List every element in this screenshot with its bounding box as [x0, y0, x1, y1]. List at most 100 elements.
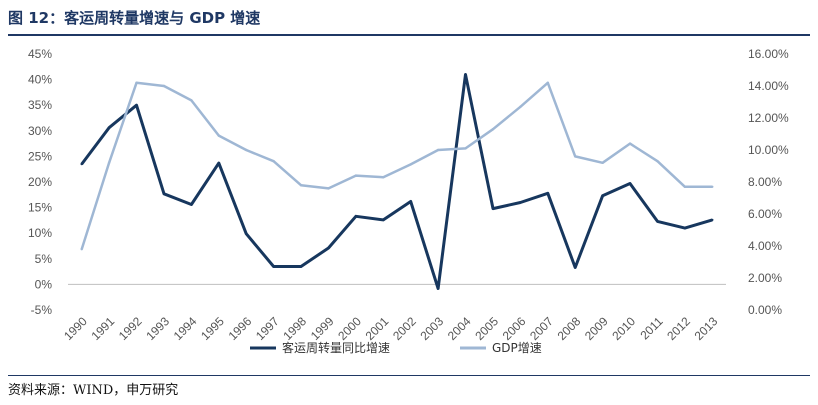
- series-2-point: [190, 99, 193, 102]
- y-right-tick-label: 4.00%: [748, 239, 782, 253]
- series-2-point: [135, 81, 138, 85]
- y-left-tick-label: 15%: [28, 201, 52, 215]
- x-tick-label: 1990: [61, 314, 90, 343]
- y-right-tick-label: 0.00%: [748, 303, 782, 317]
- series-2-point: [354, 174, 358, 177]
- x-tick-label: 1999: [308, 314, 337, 343]
- series-2-point: [436, 148, 440, 152]
- x-tick-label: 2008: [555, 314, 584, 343]
- x-tick-label: 1995: [198, 314, 227, 343]
- legend-label-series-2: GDP增速: [492, 341, 542, 355]
- x-tick-label: 1994: [171, 314, 200, 343]
- x-tick-label: 1997: [253, 314, 282, 343]
- series-1-point: [162, 192, 166, 195]
- series-2-point: [574, 155, 577, 158]
- series-1-point: [80, 162, 83, 166]
- series-2-point: [272, 160, 275, 163]
- series-2-point: [601, 161, 604, 164]
- series-line-2: [80, 81, 713, 250]
- series-1-point: [327, 246, 330, 250]
- x-tick-label: 2003: [417, 314, 446, 343]
- x-tick-label: 1992: [116, 314, 145, 343]
- series-1-point: [245, 232, 248, 235]
- series-1-point: [436, 287, 440, 290]
- x-tick-label: 2002: [390, 314, 419, 343]
- x-tick-label: 1996: [226, 314, 255, 343]
- series-2-point: [519, 105, 522, 109]
- y-left-tick-label: 5%: [35, 252, 53, 266]
- y-right-tick-label: 16.00%: [748, 47, 789, 61]
- series-line-1: [80, 73, 713, 290]
- series-2-point: [656, 160, 659, 163]
- series-1-point: [299, 265, 303, 268]
- series-2-point: [491, 128, 495, 131]
- x-tick-label: 2013: [692, 314, 721, 343]
- series-1-point: [546, 192, 549, 195]
- y-left-tick-label: 25%: [28, 149, 52, 163]
- series-1-point: [628, 182, 632, 185]
- y-right-tick-label: 12.00%: [748, 111, 789, 125]
- y-right-tick-label: 10.00%: [748, 143, 789, 157]
- series-1-point: [601, 194, 604, 198]
- series-2-point: [327, 187, 330, 190]
- y-left-tick-label: 20%: [28, 175, 52, 189]
- series-1-point: [574, 266, 577, 269]
- series-1-point: [272, 265, 275, 268]
- series-1-point: [464, 73, 467, 76]
- y-left-tick-label: 0%: [35, 277, 53, 291]
- series-2-point: [464, 147, 467, 150]
- series-1-point: [711, 218, 714, 222]
- series-2-point: [546, 81, 549, 85]
- series-2-point: [683, 185, 687, 188]
- series-1-point: [519, 201, 522, 204]
- series-2-point: [628, 142, 632, 145]
- x-tick-label: 2009: [582, 314, 611, 343]
- source-note: 资料来源：WIND，申万研究: [8, 383, 179, 398]
- series-2-point: [711, 185, 714, 188]
- series-2-point: [217, 134, 220, 137]
- y-right-tick-label: 6.00%: [748, 207, 782, 221]
- series-2-point: [245, 148, 248, 152]
- y-left-tick-label: -5%: [31, 303, 53, 317]
- y-right-tick-label: 14.00%: [748, 79, 789, 93]
- x-tick-label: 1998: [280, 314, 309, 343]
- x-tick-label: 1993: [143, 314, 172, 343]
- x-tick-label: 2005: [472, 314, 501, 343]
- series-2-point: [80, 248, 83, 251]
- x-tick-label: 2004: [445, 314, 474, 343]
- series-1-point: [107, 126, 111, 129]
- y-left-tick-label: 30%: [28, 124, 52, 138]
- x-tick-label: 2012: [664, 314, 693, 343]
- source-rule: [8, 375, 810, 376]
- legend-label-series-1: 客运周转量同比增速: [282, 340, 390, 355]
- y-left-tick-label: 40%: [28, 73, 52, 87]
- series-2-point: [107, 161, 111, 164]
- title-rule: [8, 34, 810, 36]
- x-tick-label: 2006: [500, 314, 529, 343]
- series-1-point: [382, 218, 385, 222]
- x-tick-label: 2000: [335, 314, 364, 343]
- series-1-point: [491, 207, 495, 210]
- series-2-point: [409, 163, 412, 166]
- x-tick-label: 2011: [637, 314, 665, 342]
- y-right-tick-label: 2.00%: [748, 271, 782, 285]
- series-1-point: [409, 200, 412, 203]
- series-2-point: [299, 184, 303, 187]
- y-left-tick-label: 10%: [28, 226, 52, 240]
- series-2-point: [162, 84, 166, 88]
- x-tick-label: 2010: [609, 314, 638, 343]
- x-tick-label: 2007: [527, 314, 556, 343]
- series-1-point: [354, 215, 358, 218]
- y-left-tick-label: 45%: [28, 47, 52, 61]
- series-1-point: [656, 220, 659, 223]
- series-1-point: [683, 226, 687, 230]
- series-1-point: [135, 104, 138, 107]
- x-tick-label: 1991: [88, 314, 117, 343]
- y-left-tick-label: 35%: [28, 98, 52, 112]
- series-2-point: [382, 176, 385, 179]
- series-1-point: [190, 203, 193, 206]
- figure-title: 图 12：客运周转量增速与 GDP 增速: [8, 9, 261, 27]
- y-right-tick-label: 8.00%: [748, 175, 782, 189]
